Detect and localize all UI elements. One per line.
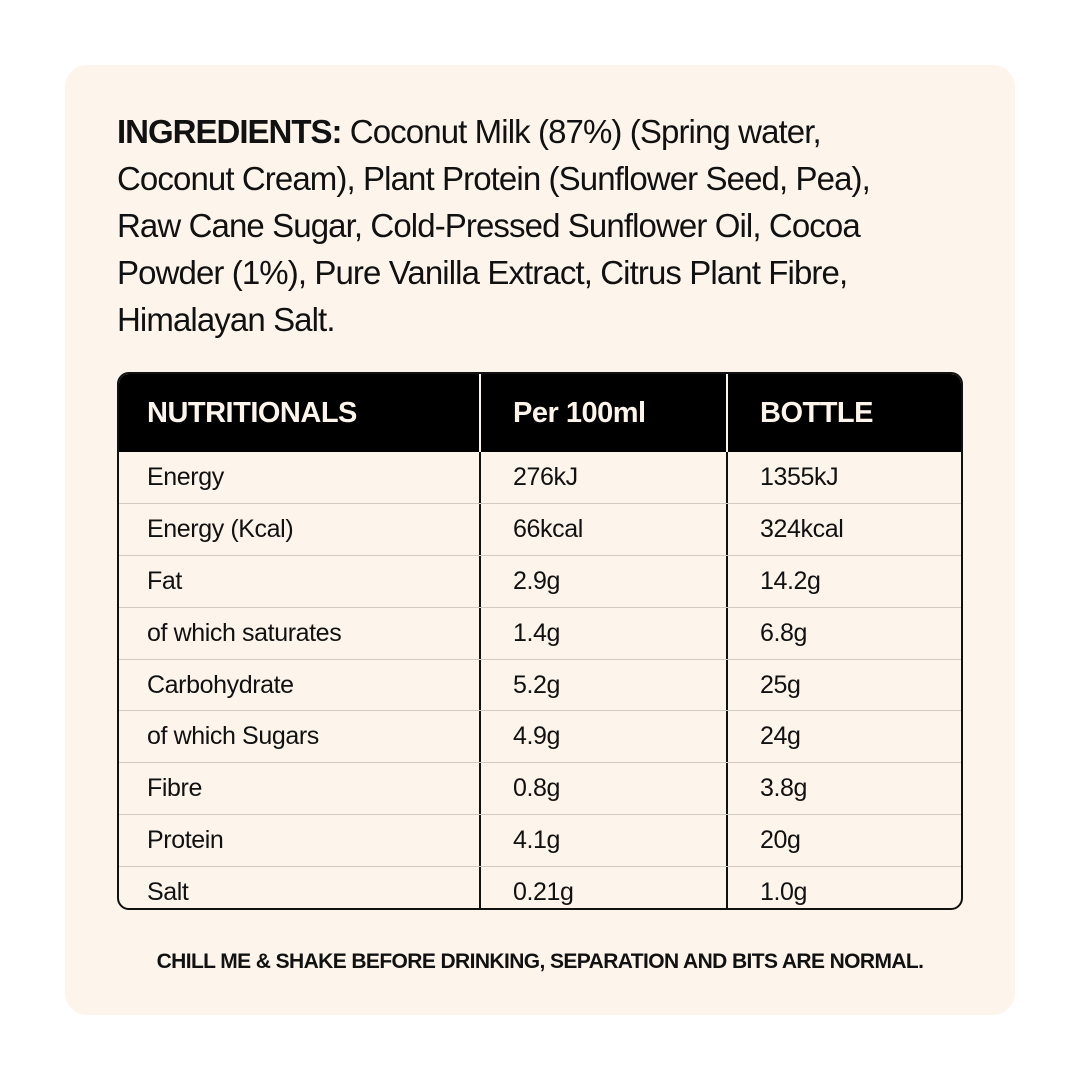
nutrient-name: of which saturates — [119, 607, 481, 659]
ingredients-line: Raw Cane Sugar, Cold-Pressed Sunflower O… — [117, 207, 861, 244]
bottle-value: 3.8g — [760, 774, 808, 803]
ingredients-text: INGREDIENTS: Coconut Milk (87%) (Spring … — [117, 108, 997, 343]
per-100ml-value: 5.2g — [481, 659, 728, 711]
nutrient-name: Carbohydrate — [119, 659, 481, 711]
bottle-value: 6.8g — [760, 618, 808, 647]
table-header: NUTRITIONALS Per 100ml BOTTLE — [119, 374, 961, 452]
bottle-value: 25g — [760, 670, 801, 699]
bottle-value: 324kcal — [760, 514, 844, 543]
header-per-100ml: Per 100ml — [481, 374, 728, 452]
bottle-value: 1.0g — [760, 878, 808, 907]
nutrient-name: Salt — [119, 867, 481, 908]
ingredients-line: Himalayan Salt. — [117, 301, 336, 338]
table-row: Energy 276kJ 1355kJ — [119, 452, 961, 503]
nutrient-name: Energy — [119, 452, 481, 503]
per-100ml-value: 0.8g — [481, 763, 728, 815]
ingredients-line: Coconut Cream), Plant Protein (Sunflower… — [117, 160, 871, 197]
per-100ml-value: 66kcal — [481, 503, 728, 555]
table-row: of which Sugars 4.9g 24g — [119, 710, 961, 763]
footer-note: CHILL ME & SHAKE BEFORE DRINKING, SEPARA… — [156, 950, 924, 973]
nutrient-name: Fibre — [119, 763, 481, 815]
header-bottle: BOTTLE — [760, 396, 874, 429]
bottle-value: 24g — [760, 722, 801, 751]
table-row: Fibre 0.8g 3.8g — [119, 762, 961, 815]
per-100ml-value: 1.4g — [481, 607, 728, 659]
table-row: Protein 4.1g 20g — [119, 814, 961, 867]
nutrition-table: NUTRITIONALS Per 100ml BOTTLE Energy 276k… — [117, 372, 963, 910]
nutrient-name: Energy (Kcal) — [119, 503, 481, 555]
nutrient-name: Fat — [119, 555, 481, 607]
table-row: Energy (Kcal) 66kcal 324kcal — [119, 502, 961, 555]
ingredients-line: Powder (1%), Pure Vanilla Extract, Citru… — [117, 254, 848, 291]
ingredients-line: INGREDIENTS: Coconut Milk (87%) (Spring … — [117, 113, 822, 150]
table-row: Salt 0.21g 1.0g — [119, 866, 961, 908]
per-100ml-value: 0.21g — [481, 867, 728, 908]
ingredients-label: INGREDIENTS: — [117, 113, 343, 150]
header-nutritionals: NUTRITIONALS — [119, 374, 481, 452]
per-100ml-value: 2.9g — [481, 555, 728, 607]
bottle-value: 20g — [760, 826, 801, 855]
nutrient-name: of which Sugars — [119, 711, 481, 763]
table-row: of which saturates 1.4g 6.8g — [119, 606, 961, 659]
per-100ml-value: 276kJ — [481, 452, 728, 503]
bottle-value: 14.2g — [760, 566, 821, 595]
bottle-value: 1355kJ — [760, 462, 839, 491]
table-row: Carbohydrate 5.2g 25g — [119, 658, 961, 711]
per-100ml-value: 4.1g — [481, 815, 728, 867]
table-body: Energy 276kJ 1355kJ Energy (Kcal) 66kcal 324k… — [119, 452, 961, 908]
nutrient-name: Protein — [119, 815, 481, 867]
table-row: Fat 2.9g 14.2g — [119, 554, 961, 607]
per-100ml-value: 4.9g — [481, 711, 728, 763]
